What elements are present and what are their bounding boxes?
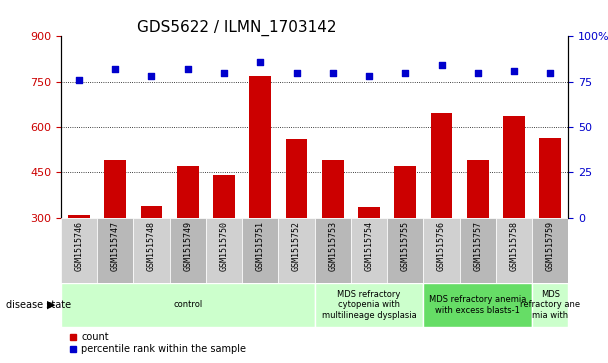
Bar [539,138,561,218]
Bar [278,218,315,283]
Text: GSM1515751: GSM1515751 [256,221,264,271]
Point [292,70,302,76]
Legend: count, percentile rank within the sample: count, percentile rank within the sample [66,329,250,358]
Bar [322,160,344,218]
Text: GSM1515754: GSM1515754 [365,221,373,271]
Bar [206,218,242,283]
Text: GSM1515750: GSM1515750 [219,221,229,271]
Text: GSM1515748: GSM1515748 [147,221,156,271]
Bar [532,283,568,327]
Text: disease state: disease state [6,300,71,310]
Bar [97,218,133,283]
Bar [242,218,278,283]
Text: GSM1515755: GSM1515755 [401,221,410,271]
Text: GSM1515752: GSM1515752 [292,221,301,271]
Point [510,68,519,74]
Bar [170,218,206,283]
Bar [105,160,126,218]
Bar [249,76,271,218]
Text: MDS refractory anemia
with excess blasts-1: MDS refractory anemia with excess blasts… [429,295,527,315]
Text: GSM1515757: GSM1515757 [473,221,482,271]
Text: GSM1515753: GSM1515753 [328,221,337,271]
Bar [467,160,489,218]
Bar [358,207,380,218]
Bar [133,218,170,283]
Text: GDS5622 / ILMN_1703142: GDS5622 / ILMN_1703142 [137,20,336,36]
Bar [532,218,568,283]
Point [437,62,446,68]
Bar [430,113,452,218]
Bar [423,283,532,327]
Point [74,77,84,83]
Text: MDS refractory
cytopenia with
multilineage dysplasia: MDS refractory cytopenia with multilinea… [322,290,416,320]
Point [364,73,374,79]
Point [473,70,483,76]
Bar [503,117,525,218]
Bar [315,218,351,283]
Text: GSM1515749: GSM1515749 [183,221,192,271]
Point [401,70,410,76]
Bar [423,218,460,283]
Text: GSM1515746: GSM1515746 [74,221,83,271]
Point [255,59,265,65]
Bar [68,215,90,218]
Bar [286,139,308,218]
Bar [61,218,97,283]
Bar [351,218,387,283]
Bar [496,218,532,283]
Text: GSM1515747: GSM1515747 [111,221,120,271]
Text: control: control [173,301,202,309]
Bar [140,206,162,218]
Text: GSM1515758: GSM1515758 [510,221,519,271]
Point [110,66,120,72]
Bar [387,218,423,283]
Point [545,70,555,76]
Text: MDS
refractory ane
mia with: MDS refractory ane mia with [520,290,581,320]
Bar [460,218,496,283]
Bar [61,283,315,327]
Point [328,70,337,76]
Point [183,66,193,72]
Bar [213,175,235,218]
Bar [315,283,423,327]
Bar [177,166,199,218]
Text: ▶: ▶ [47,300,56,310]
Bar [395,166,416,218]
Point [147,73,156,79]
Text: GSM1515759: GSM1515759 [546,221,555,271]
Text: GSM1515756: GSM1515756 [437,221,446,271]
Point [219,70,229,76]
